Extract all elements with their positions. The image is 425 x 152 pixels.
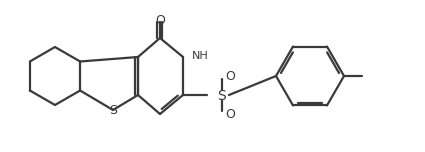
Text: O: O — [155, 14, 165, 28]
Text: S: S — [218, 89, 227, 103]
Text: O: O — [225, 69, 235, 83]
Text: NH: NH — [192, 51, 209, 61]
Text: S: S — [109, 105, 117, 117]
Text: O: O — [225, 107, 235, 121]
